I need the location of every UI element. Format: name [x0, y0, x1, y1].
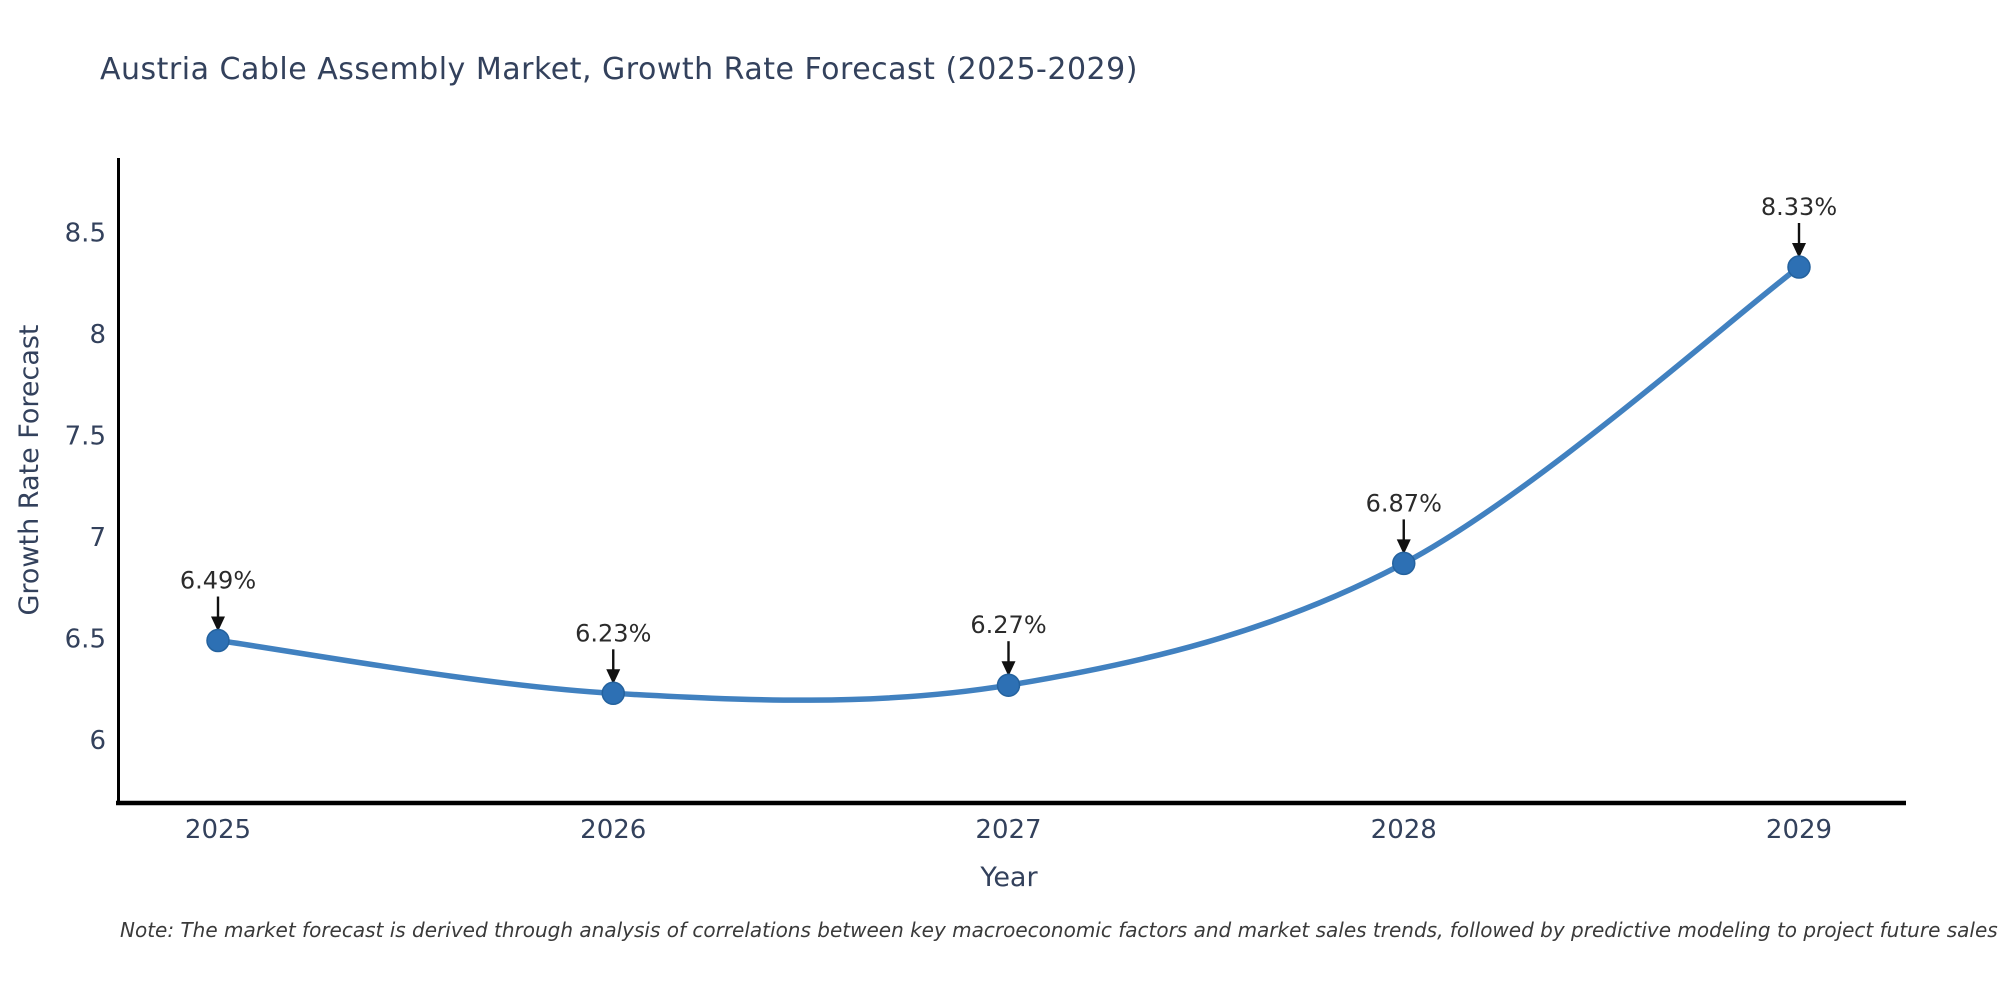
x-tick-label: 2027	[975, 815, 1041, 845]
y-tick-label: 7.5	[65, 422, 106, 452]
x-tick-label: 2028	[1371, 815, 1437, 845]
annotation-arrowhead	[606, 669, 621, 685]
x-tick-label: 2025	[185, 815, 251, 845]
chart-title: Austria Cable Assembly Market, Growth Ra…	[100, 52, 1138, 87]
point-value-label: 8.33%	[1761, 193, 1837, 221]
point-value-label: 6.49%	[180, 567, 256, 595]
x-axis-title: Year	[979, 862, 1038, 893]
y-tick-label: 7	[89, 523, 106, 553]
annotation-arrowhead	[211, 616, 225, 632]
data-point-marker	[1787, 255, 1811, 279]
annotation-arrowhead	[1792, 243, 1806, 259]
data-point-marker	[601, 681, 625, 706]
annotation-arrowhead	[1396, 539, 1411, 555]
data-point-marker	[206, 628, 230, 653]
y-axis-title: Growth Rate Forecast	[14, 324, 45, 615]
x-tick-label: 2029	[1766, 815, 1832, 845]
point-value-label: 6.27%	[970, 611, 1046, 639]
forecast-line	[215, 264, 1802, 703]
data-point-marker	[1392, 551, 1416, 576]
y-tick-label: 6	[89, 726, 106, 756]
footnote: Note: The market forecast is derived thr…	[120, 918, 1998, 942]
annotation-arrowhead	[1001, 661, 1016, 677]
point-value-label: 6.87%	[1366, 489, 1442, 517]
y-tick-label: 6.5	[65, 625, 106, 655]
data-point-marker	[996, 673, 1021, 697]
point-value-label: 6.23%	[575, 619, 651, 647]
x-tick-label: 2026	[580, 815, 646, 845]
y-tick-label: 8	[89, 320, 106, 350]
y-tick-label: 8.5	[65, 219, 106, 249]
